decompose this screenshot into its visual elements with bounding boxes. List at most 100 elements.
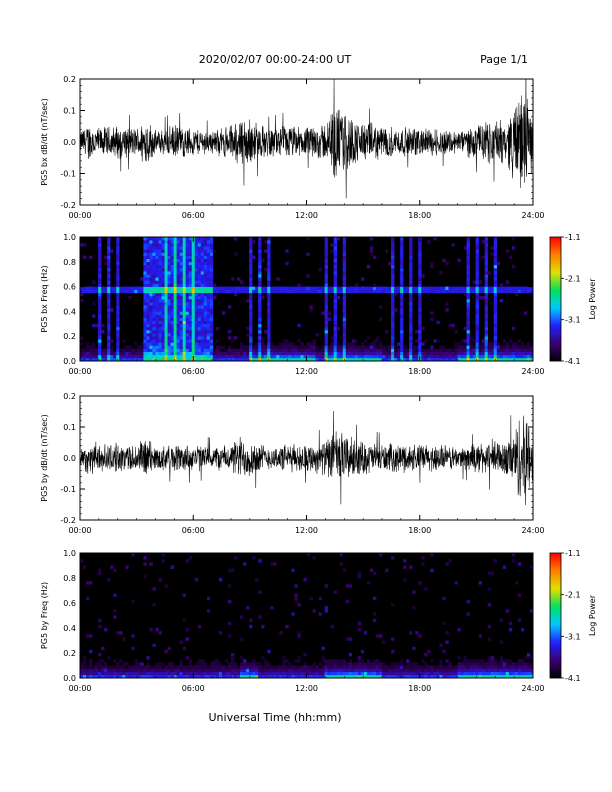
panel-2-cell xyxy=(282,357,286,362)
panel-2-cell xyxy=(176,274,180,278)
panel-2-cell xyxy=(140,277,144,281)
panel-2-cell xyxy=(475,283,479,287)
panel-4-cell xyxy=(403,559,407,563)
panel-4-cell xyxy=(312,668,316,673)
panel-2-cell xyxy=(194,311,199,315)
panel-2-cell xyxy=(224,357,229,362)
panel-2-cell xyxy=(324,314,328,318)
panel-2-cell xyxy=(315,348,319,352)
panel-4-cell xyxy=(430,668,434,673)
panel-2-cell xyxy=(191,274,196,278)
panel-2-cell xyxy=(197,323,202,328)
panel-2-cell xyxy=(173,271,177,275)
panel-2-cell xyxy=(409,330,413,334)
panel-2-cell xyxy=(98,252,102,256)
panel-2-cell xyxy=(514,351,519,356)
panel-2-cell xyxy=(143,295,147,300)
panel-2-cell xyxy=(161,351,165,356)
panel-2-cell xyxy=(209,333,214,337)
panel-2-cell xyxy=(116,317,120,321)
panel-2-cell xyxy=(391,295,395,300)
panel-2-cell xyxy=(101,286,105,290)
panel-2-colorbar-step xyxy=(550,301,561,304)
panel-4-cell xyxy=(179,671,183,676)
panel-2-cell xyxy=(466,354,470,359)
panel-2-cell xyxy=(427,348,431,352)
panel-4-cell xyxy=(182,674,186,679)
panel-2-cell xyxy=(303,351,307,356)
panel-4-colorbar-step xyxy=(550,573,561,577)
panel-2-cell xyxy=(267,264,271,269)
panel-2-cell xyxy=(170,295,174,300)
panel-2-colorbar-step xyxy=(550,292,561,296)
panel-2-cell xyxy=(152,258,156,263)
panel-2-cell xyxy=(224,289,229,294)
panel-4-cell xyxy=(273,562,277,566)
panel-2-cell xyxy=(342,333,347,337)
panel-2-cell xyxy=(98,351,102,356)
panel-4-cell xyxy=(155,665,159,669)
panel-2-cell xyxy=(200,339,205,343)
panel-4-colorbar-label: Log Power xyxy=(588,594,597,636)
panel-2-cell xyxy=(427,357,431,362)
panel-2-colorbar-tick-label: -2.1 xyxy=(565,274,581,283)
panel-4-cell xyxy=(173,665,177,669)
panel-2-cell xyxy=(161,308,165,312)
panel-2-cell xyxy=(249,246,253,250)
panel-2-cell xyxy=(442,357,446,362)
panel-4-cell xyxy=(445,674,449,679)
panel-2-cell xyxy=(333,277,337,281)
panel-4-cell xyxy=(149,562,153,566)
panel-2-cell xyxy=(255,345,259,349)
panel-2-cell xyxy=(264,240,268,244)
panel-2-cell xyxy=(200,252,205,256)
panel-2-cell xyxy=(511,264,516,269)
panel-2-cell xyxy=(143,299,147,303)
panel-2-cell xyxy=(200,289,205,294)
panel-1-series-line xyxy=(80,79,533,199)
panel-2-cell xyxy=(267,286,271,290)
panel-2-cell xyxy=(173,345,177,349)
panel-2-cell xyxy=(161,317,165,321)
panel-2-cell xyxy=(146,342,150,346)
panel-2-cell xyxy=(194,286,199,290)
panel-4-cell xyxy=(336,665,341,669)
panel-2-cell xyxy=(487,289,492,294)
panel-2-cell xyxy=(466,348,470,352)
panel-2-cell xyxy=(173,330,177,334)
panel-2-cell xyxy=(110,289,114,294)
panel-2-cell xyxy=(508,286,513,290)
panel-2-cell xyxy=(243,345,247,349)
panel-4-cell xyxy=(167,674,171,679)
panel-2-ytick-label: 0.4 xyxy=(63,307,76,316)
panel-2-cell xyxy=(188,274,193,278)
panel-2-cell xyxy=(418,326,422,331)
panel-4-colorbar-step xyxy=(550,580,561,583)
panel-2-cell xyxy=(391,286,395,290)
panel-4-cell xyxy=(409,665,413,669)
panel-2-cell xyxy=(179,240,183,244)
panel-2-cell xyxy=(484,261,488,266)
panel-2-cell xyxy=(466,264,470,269)
panel-2-cell xyxy=(270,357,274,362)
panel-2-cell xyxy=(484,246,488,250)
panel-2-cell xyxy=(209,357,214,362)
panel-4-cell xyxy=(487,603,492,607)
panel-2-cell xyxy=(89,255,93,259)
panel-4-cell xyxy=(206,596,211,601)
panel-2-cell xyxy=(143,243,147,247)
panel-4-cell xyxy=(101,665,105,669)
panel-4-cell xyxy=(182,668,186,673)
panel-4-cell xyxy=(258,665,262,669)
panel-4-colorbar-step xyxy=(550,569,561,573)
panel-2-cell xyxy=(520,357,525,362)
panel-2-cell xyxy=(363,354,368,359)
panel-2-cell xyxy=(466,299,470,303)
panel-2-cell xyxy=(149,323,153,328)
panel-2-cell xyxy=(430,345,434,349)
panel-4-cell xyxy=(240,665,244,669)
panel-4-cell xyxy=(215,674,220,679)
panel-4-cell xyxy=(469,659,473,663)
panel-4-cell xyxy=(176,674,180,679)
panel-4-cell xyxy=(333,665,337,669)
